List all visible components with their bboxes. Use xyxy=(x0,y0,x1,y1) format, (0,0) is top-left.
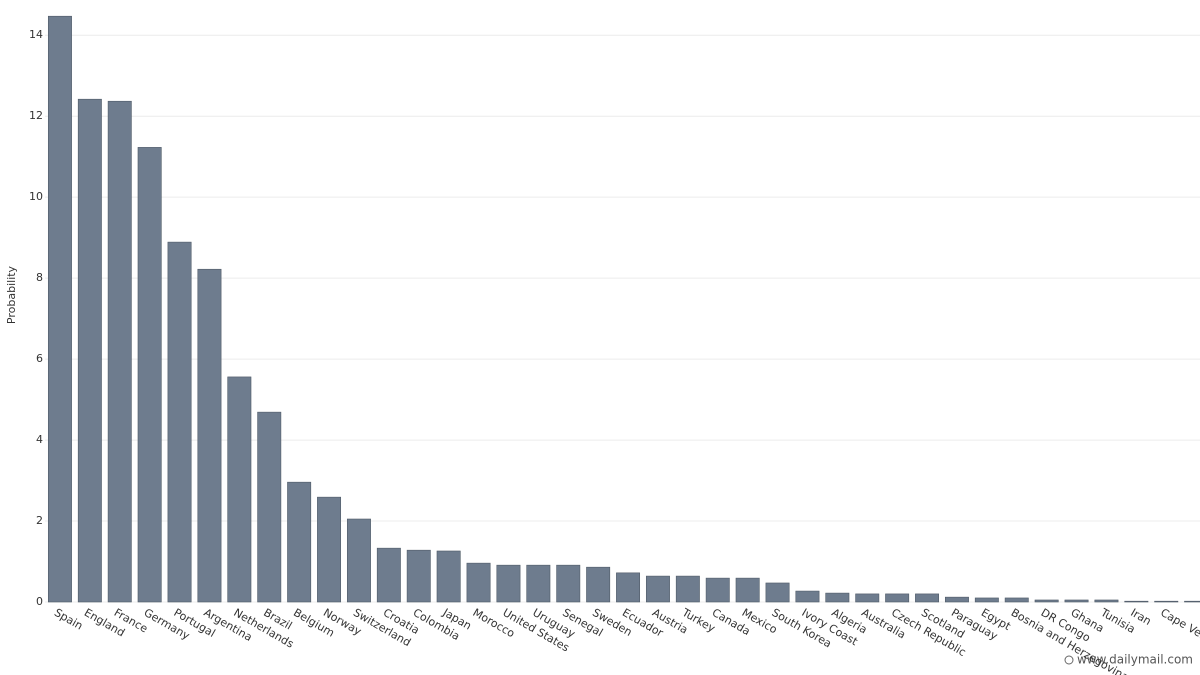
watermark-icon xyxy=(1064,655,1074,665)
bar xyxy=(406,549,431,603)
bar xyxy=(1034,599,1059,603)
bar xyxy=(496,564,521,603)
y-tick-label: 12 xyxy=(29,109,43,122)
x-tick-label: Spain xyxy=(52,606,85,633)
bar xyxy=(376,547,401,603)
y-tick-label: 0 xyxy=(36,595,43,608)
bar xyxy=(675,575,700,603)
bar xyxy=(107,100,132,603)
bar xyxy=(227,376,252,603)
bar xyxy=(616,572,641,603)
y-tick-label: 6 xyxy=(36,352,43,365)
bar xyxy=(197,268,222,603)
bar xyxy=(825,592,850,603)
bar xyxy=(436,550,461,603)
bar xyxy=(944,596,969,603)
bar xyxy=(645,575,670,603)
y-tick-label: 8 xyxy=(36,271,43,284)
bar xyxy=(466,562,491,603)
bar xyxy=(346,518,371,603)
bar xyxy=(526,564,551,603)
bar xyxy=(317,496,342,603)
bar xyxy=(556,564,581,603)
y-tick-label: 10 xyxy=(29,190,43,203)
bar xyxy=(47,15,72,603)
bar xyxy=(287,481,312,603)
bar xyxy=(137,147,162,603)
bar xyxy=(885,593,910,603)
watermark: www.dailymail.com xyxy=(1064,653,1193,667)
y-axis-label: Probability xyxy=(5,265,18,324)
bar xyxy=(1124,600,1149,603)
bar xyxy=(167,241,192,603)
bar xyxy=(1004,597,1029,603)
bar xyxy=(1094,599,1119,603)
bar xyxy=(915,593,940,603)
bar xyxy=(735,577,760,603)
bar xyxy=(855,593,880,603)
y-tick-label: 4 xyxy=(36,433,43,446)
watermark-text: www.dailymail.com xyxy=(1077,653,1193,667)
bar xyxy=(974,597,999,603)
bar xyxy=(1154,600,1179,603)
bar xyxy=(257,411,282,603)
bar xyxy=(765,582,790,603)
y-tick-label: 2 xyxy=(36,514,43,527)
bar xyxy=(1184,600,1200,603)
y-tick-label: 14 xyxy=(29,28,43,41)
bar xyxy=(795,590,820,603)
bar xyxy=(705,577,730,603)
bar xyxy=(586,566,611,603)
x-tick-label: Cape Verde xyxy=(1158,606,1200,649)
bar xyxy=(77,98,102,603)
bar xyxy=(1064,599,1089,603)
